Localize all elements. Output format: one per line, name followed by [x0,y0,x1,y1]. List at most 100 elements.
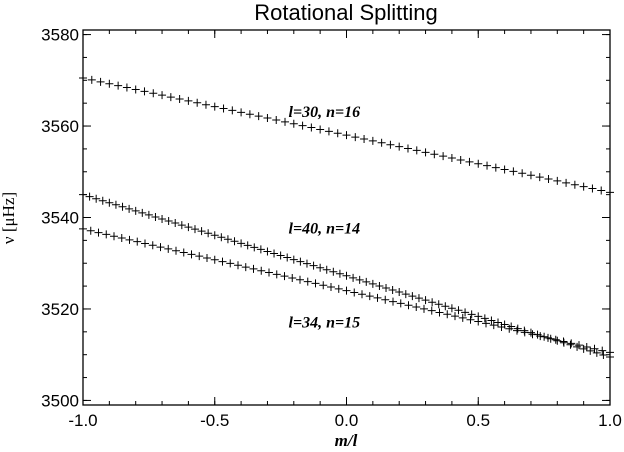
data-point [358,290,366,299]
data-point [500,165,509,174]
data-point [434,300,443,309]
data-point [309,261,318,270]
data-point [151,212,160,221]
data-point [412,303,421,312]
data-point [96,77,105,86]
data-point [451,312,459,321]
data-point [334,284,343,293]
data-point [125,235,134,244]
data-point [296,257,305,266]
data-point [606,348,614,357]
data-point [245,110,254,119]
data-point [241,263,250,272]
data-point [243,241,252,250]
data-point [420,304,428,313]
series-annotation: l=30, n=16 [289,104,361,121]
data-point [362,277,371,286]
data-point [333,129,342,138]
data-point [597,186,606,195]
data-point [234,261,242,270]
data-point [575,341,583,350]
data-point [316,263,325,272]
data-point [482,319,490,328]
data-series [79,74,614,361]
data-point [141,239,149,248]
data-point [298,121,307,130]
data-point [322,265,331,274]
data-point [94,228,103,237]
x-tick-label: 0.5 [466,411,490,430]
data-point [421,148,430,157]
data-point [447,304,456,313]
data-point [456,155,465,164]
data-point [296,275,304,284]
data-point [111,200,120,209]
data-point [158,214,167,223]
data-point [553,336,562,345]
data-point [114,81,123,90]
data-point [435,308,444,317]
data-point [131,206,140,215]
data-point [447,154,456,163]
data-point [217,233,226,242]
data-point [166,93,175,102]
data-point [184,96,193,105]
data-point [430,150,439,159]
data-point [355,275,364,284]
data-point [105,198,114,207]
data-point [283,253,292,262]
data-point [86,226,95,235]
data-point [223,235,232,244]
data-point [461,308,470,317]
data-point [507,322,516,331]
data-point [466,315,475,324]
data-point [172,246,180,255]
data-point [513,326,521,335]
data-point [536,332,545,341]
data-point [210,231,219,240]
data-point [237,108,246,117]
y-tick-label: 3580 [41,26,79,45]
data-point [263,114,272,123]
data-point [164,217,173,226]
data-point [458,313,467,322]
data-point [375,281,384,290]
x-tick-label: 1.0 [598,411,622,430]
data-point [177,221,186,230]
data-point [567,339,576,348]
data-point [307,123,316,132]
data-point [441,302,450,311]
data-point [270,249,279,258]
data-point [373,293,382,302]
series-l-40-n-14 [79,190,614,361]
data-point [79,74,87,83]
data-point [102,230,111,239]
data-point [368,136,377,145]
data-point [487,316,496,325]
data-point [518,169,527,178]
data-point [491,163,500,172]
data-point [579,182,588,191]
y-axis-label: ν [μHz] [0,192,18,244]
data-point [257,266,266,275]
y-tick-label: 3500 [41,391,79,410]
data-point [303,277,312,286]
data-point [204,229,213,238]
data-point [509,167,518,176]
data-point [598,346,607,355]
data-point [131,85,140,94]
data-point [265,268,273,277]
data-point [228,106,237,115]
data-point [164,244,173,253]
data-point [210,102,219,111]
y-tick-label: 3540 [41,209,79,228]
data-point [467,310,476,319]
data-point [289,119,298,128]
y-tick-label: 3560 [41,117,79,136]
data-point [389,297,397,306]
data-point [302,259,311,268]
data-point [342,131,351,140]
data-point [553,176,562,185]
data-point [92,194,101,203]
data-point [368,279,377,288]
